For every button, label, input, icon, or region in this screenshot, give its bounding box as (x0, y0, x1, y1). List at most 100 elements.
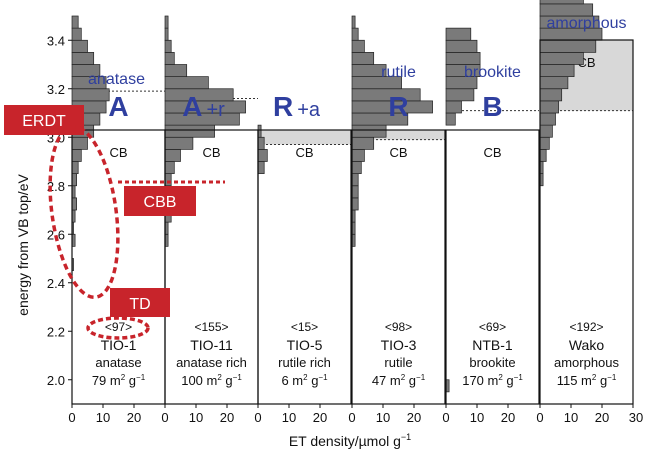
axes: 0 10 20 0 10 20 0 10 20 0 10 20 0 10 20 0 10 20 30 2.0 2.2 2.… (47, 33, 643, 425)
histogram-bar (164, 27, 169, 41)
histogram-bar (257, 136, 265, 150)
x-tick-label: 20 (595, 410, 609, 425)
sample-name: NTB-1 (472, 337, 513, 353)
phase-label: amorphous (546, 15, 626, 32)
histogram-bar (71, 39, 88, 53)
histogram-bar (351, 185, 359, 199)
surface-area: 170 m2 g−1 (462, 373, 523, 388)
cb-region (258, 130, 351, 145)
surface-area-unit: g (308, 373, 319, 388)
erdt-label: ERDT (22, 113, 66, 130)
phase-symbol: R (388, 91, 408, 122)
y-tick-label: 2.6 (47, 227, 65, 242)
cbb-box (124, 186, 196, 216)
histogram-bar (164, 161, 175, 174)
histogram-bar (71, 136, 88, 150)
phase-symbol-suffix: +r (206, 99, 225, 121)
surface-area-sup2: −1 (318, 373, 328, 382)
phase-label: rutile (381, 64, 416, 81)
surface-area-value: 79 m (92, 373, 121, 388)
surface-area-sup: 2 (498, 373, 503, 382)
y-tick-label: 2.4 (47, 276, 65, 291)
surface-area-unit: g (222, 373, 233, 388)
phase-symbol-letter: A (182, 91, 202, 122)
cb-label: CB (483, 145, 501, 160)
phase-symbol-letter: B (482, 91, 502, 122)
histogram-bar (445, 39, 478, 53)
cb-label: CB (389, 145, 407, 160)
surface-area: 115 m2 g−1 (557, 373, 617, 388)
sample-desc: rutile (384, 355, 412, 370)
histogram-bar (164, 173, 172, 187)
histogram-bar (445, 88, 475, 102)
surface-area: 6 m2 g−1 (281, 373, 328, 388)
sample-count: <192> (569, 320, 603, 334)
surface-area-unit: g (596, 373, 607, 388)
sample-count: <15> (291, 320, 318, 334)
histogram-bar (71, 27, 82, 41)
histogram-bar (351, 15, 356, 29)
histogram-bar (164, 124, 215, 138)
sample-desc: anatase (95, 355, 141, 370)
histogram-bar (257, 149, 268, 162)
histogram-bar (71, 197, 78, 211)
phase-symbol: B (482, 91, 502, 122)
x-tick-label: 20 (220, 410, 234, 425)
x-tick-label: 0 (536, 410, 543, 425)
x-tick-label: 10 (96, 410, 110, 425)
x-axis-label-text: ET density/µmol g (289, 433, 401, 449)
histogram-bar (539, 88, 563, 102)
histogram-bar (445, 27, 472, 41)
histogram-bar (445, 100, 462, 114)
phase-symbol-letter: R (273, 91, 293, 122)
phase-label: brookite (464, 64, 521, 81)
x-tick-label: 10 (376, 410, 390, 425)
bars (71, 0, 603, 393)
histogram-bar (539, 52, 584, 65)
histogram-bar (351, 39, 365, 53)
phase-symbol-letter: A (108, 91, 128, 122)
phase-symbol-letter: R (388, 91, 408, 122)
cb-region (352, 130, 445, 140)
td-ellipse (86, 316, 150, 340)
panel-frame (351, 129, 446, 405)
x-tick-label: 20 (407, 410, 421, 425)
phase-label: anatase (88, 71, 145, 88)
panel-frame (539, 39, 634, 405)
sample-count: <97> (105, 320, 132, 334)
histogram-bar (351, 149, 365, 162)
x-tick-label: 0 (442, 410, 449, 425)
surface-area-value: 115 m (557, 373, 592, 388)
cb-label: CB (295, 145, 313, 160)
surface-area-value: 100 m (181, 373, 217, 388)
sample-name: TIO-5 (287, 337, 323, 353)
panel-frame (445, 129, 540, 405)
histogram-bar (539, 76, 569, 90)
histogram-bar (164, 52, 175, 65)
x-tick-label: 20 (127, 410, 141, 425)
sample-count: <155> (194, 320, 228, 334)
x-tick-label: 0 (348, 410, 355, 425)
x-tick-label: 10 (470, 410, 484, 425)
x-tick-label: 10 (282, 410, 296, 425)
histogram-bar (351, 197, 359, 211)
histogram-bar (445, 52, 481, 65)
sample-count: <98> (385, 320, 412, 334)
surface-area-sup: 2 (401, 373, 406, 382)
histogram-bar (71, 15, 79, 29)
erdt-box (4, 105, 84, 135)
surface-area-unit: g (405, 373, 416, 388)
surface-area-value: 47 m (372, 373, 401, 388)
surface-area-sup: 2 (217, 373, 222, 382)
x-tick-label: 0 (254, 410, 261, 425)
histogram-bar (164, 39, 172, 53)
histogram-bar (539, 0, 584, 5)
surface-area-sup: 2 (121, 373, 126, 382)
surface-area-sup: 2 (592, 373, 597, 382)
histogram-bar (71, 149, 82, 162)
y-axis-label: energy from VB top/eV (15, 174, 31, 316)
surface-area-value: 6 m (281, 373, 303, 388)
histogram-bar (539, 64, 575, 77)
